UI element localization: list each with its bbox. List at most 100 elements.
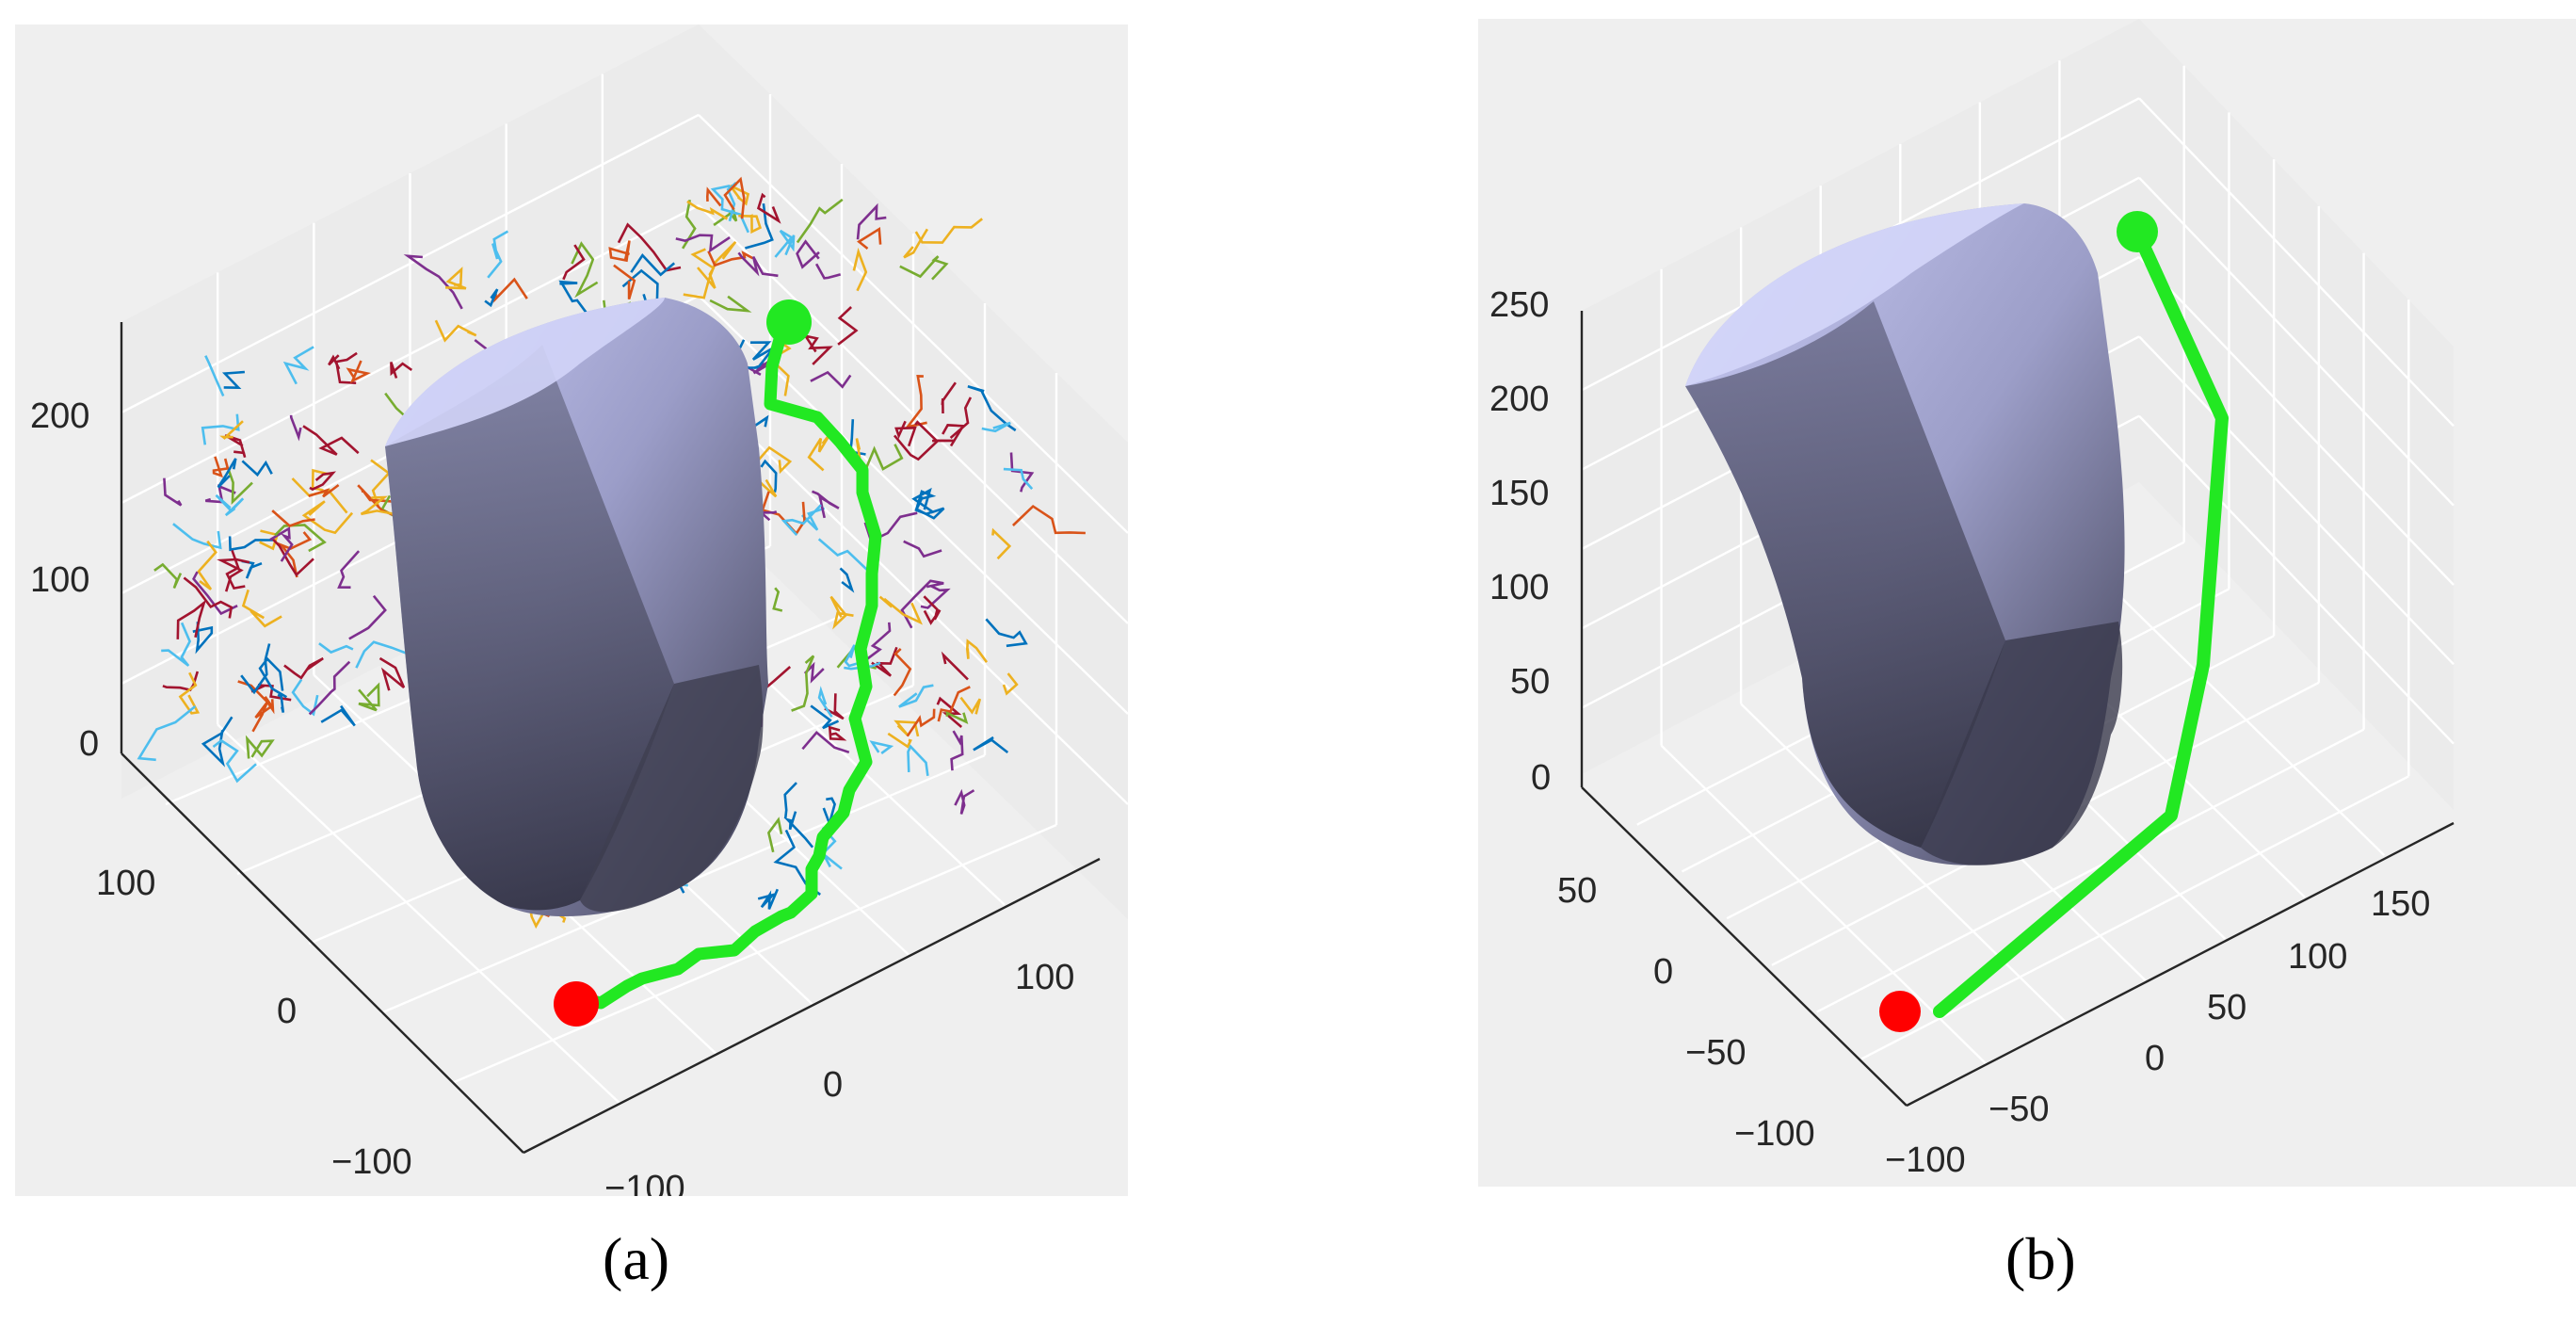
chart-a-x-axis bbox=[523, 857, 1101, 1155]
tree-branch bbox=[348, 594, 387, 640]
tree-branch bbox=[810, 704, 840, 730]
tree-branch bbox=[215, 493, 245, 517]
tree-branch bbox=[738, 214, 762, 234]
tree-branch bbox=[954, 788, 975, 815]
start-marker-a bbox=[554, 981, 599, 1027]
tree-branch bbox=[705, 186, 722, 207]
gridline bbox=[451, 823, 1057, 1085]
tree-branch bbox=[309, 471, 337, 492]
tree-branch bbox=[937, 686, 971, 722]
tree-branch bbox=[817, 538, 868, 572]
tree-branch bbox=[1003, 467, 1034, 490]
tree-branch bbox=[906, 708, 936, 737]
tree-branch bbox=[920, 585, 951, 609]
tree-branch bbox=[675, 234, 731, 253]
gridline bbox=[1660, 744, 1988, 1065]
tree-branch bbox=[857, 226, 882, 251]
tree-branch bbox=[320, 704, 356, 727]
tree-branch bbox=[613, 264, 636, 300]
tree-branch bbox=[358, 682, 380, 712]
tree-branch bbox=[817, 686, 833, 718]
tree-branch bbox=[192, 571, 238, 616]
tree-branch bbox=[241, 589, 282, 628]
tree-branch bbox=[985, 618, 1028, 648]
obstacle-a-highlight bbox=[385, 298, 665, 446]
tree-branch bbox=[942, 424, 966, 447]
tree-branch bbox=[802, 333, 833, 365]
x-tick-label: 50 bbox=[2207, 988, 2246, 1027]
tree-branch bbox=[783, 782, 797, 819]
tree-branch bbox=[973, 736, 1009, 754]
chart-a-y-axis bbox=[121, 752, 524, 1154]
chart-b-y-axis bbox=[1581, 786, 1908, 1107]
tree-branch bbox=[302, 425, 360, 456]
tree-branch bbox=[269, 526, 294, 562]
tree-branch bbox=[250, 684, 292, 702]
tree-branch bbox=[894, 420, 940, 461]
tree-branch bbox=[630, 253, 676, 277]
tree-branch bbox=[801, 730, 850, 754]
tree-branch bbox=[783, 811, 814, 849]
y-tick-label: −50 bbox=[1685, 1033, 1746, 1073]
tree-branch bbox=[318, 642, 354, 655]
tree-branch bbox=[945, 711, 969, 724]
z-tick-label: 150 bbox=[1489, 474, 1549, 513]
tree-branch bbox=[862, 622, 892, 663]
tree-branch bbox=[824, 693, 845, 720]
z-tick-label: 200 bbox=[1489, 380, 1549, 419]
tree-branch bbox=[936, 696, 963, 728]
tree-branch bbox=[445, 267, 467, 290]
obstacle-a bbox=[385, 298, 768, 916]
tree-branch bbox=[887, 732, 912, 749]
tree-branch bbox=[898, 684, 934, 708]
tree-branch bbox=[608, 240, 631, 263]
gridline bbox=[2138, 414, 2455, 745]
tree-branch bbox=[864, 444, 904, 471]
tree-branch bbox=[178, 671, 201, 715]
tree-branch bbox=[923, 595, 942, 625]
tree-branch bbox=[949, 396, 973, 439]
tree-branch bbox=[571, 241, 599, 299]
path-b bbox=[1933, 225, 2229, 1018]
gridline bbox=[2138, 335, 2455, 666]
tree-branch bbox=[723, 176, 746, 219]
tree-branch bbox=[766, 817, 783, 853]
tree-branch bbox=[434, 319, 477, 343]
tree-branch bbox=[201, 716, 233, 768]
z-tick-label: 0 bbox=[79, 724, 99, 764]
tree-branch bbox=[526, 897, 567, 930]
tree-branch bbox=[752, 361, 771, 375]
tree-branch bbox=[709, 295, 752, 313]
gridline bbox=[2138, 97, 2455, 428]
x-tick-label: −50 bbox=[1988, 1090, 2049, 1129]
tree-branch bbox=[1002, 672, 1019, 696]
tree-branch bbox=[829, 595, 854, 630]
start-marker-b bbox=[1879, 991, 1921, 1032]
gridline bbox=[2138, 256, 2455, 586]
tree-branch bbox=[219, 420, 244, 440]
tree-branch bbox=[277, 531, 313, 578]
tree-branch bbox=[991, 527, 1012, 560]
tree-branch bbox=[959, 696, 982, 715]
tree-branch bbox=[337, 550, 361, 589]
tree-branch bbox=[941, 381, 957, 414]
tree-branch bbox=[172, 523, 222, 550]
tree-branch bbox=[810, 370, 852, 389]
tree-branch bbox=[686, 200, 729, 220]
tree-branch bbox=[796, 239, 820, 269]
caption-b: (b) bbox=[2005, 1225, 2076, 1292]
tree-branch bbox=[774, 229, 796, 258]
tree-branch bbox=[403, 254, 463, 310]
tree-branch bbox=[745, 202, 774, 250]
obstacle-a-shade bbox=[580, 665, 764, 913]
tree-branch bbox=[690, 248, 716, 289]
chart-panel-b: 250 200 150 100 50 0 50 0 −50 −100 −100 … bbox=[1478, 19, 2576, 1187]
tree-branch bbox=[228, 536, 274, 552]
tree-branch bbox=[289, 414, 302, 442]
tree-branch bbox=[904, 375, 927, 429]
tree-branch bbox=[981, 421, 1011, 433]
tree-branch bbox=[911, 487, 936, 516]
tree-branch bbox=[852, 247, 868, 292]
tree-branch bbox=[212, 456, 230, 478]
tree-branch bbox=[617, 222, 682, 272]
